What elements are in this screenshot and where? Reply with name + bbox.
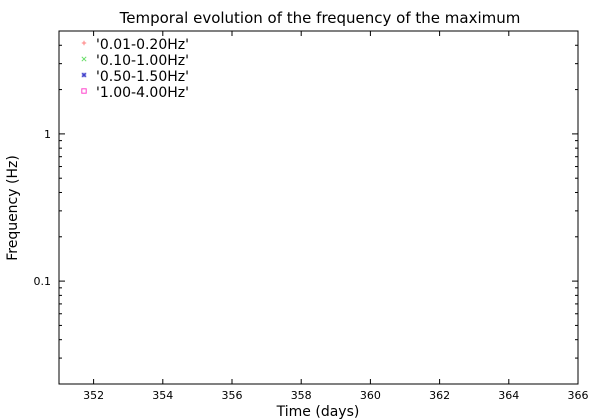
legend-label: '0.01-0.20Hz' bbox=[96, 37, 189, 53]
y-tick-label: 1 bbox=[44, 128, 51, 141]
x-tick-label: 356 bbox=[222, 389, 243, 402]
y-axis-ticks: 0.11 bbox=[34, 44, 578, 359]
x-tick-label: 358 bbox=[291, 389, 312, 402]
legend-marker-icon bbox=[81, 88, 87, 94]
plot-area-frame bbox=[58, 30, 579, 385]
x-axis-label: Time (days) bbox=[276, 404, 360, 420]
x-tick-label: 362 bbox=[429, 389, 450, 402]
x-tick-label: 352 bbox=[83, 389, 104, 402]
chart-title: Temporal evolution of the frequency of t… bbox=[119, 9, 521, 27]
legend-label: '0.10-1.00Hz' bbox=[96, 53, 189, 69]
y-axis-label: Frequency (Hz) bbox=[5, 155, 21, 261]
legend-marker-icon bbox=[81, 72, 87, 78]
y-tick-label: 0.1 bbox=[34, 275, 52, 288]
legend-marker-icon bbox=[81, 56, 87, 62]
x-tick-label: 354 bbox=[152, 389, 173, 402]
x-tick-label: 366 bbox=[568, 389, 589, 402]
legend-marker-icon bbox=[81, 40, 87, 46]
legend-label: '1.00-4.00Hz' bbox=[96, 85, 189, 101]
x-axis-ticks: 352 354 356 358 360 362 364 366 bbox=[83, 31, 589, 402]
x-tick-label: 360 bbox=[360, 389, 381, 402]
legend: '0.01-0.20Hz''0.10-1.00Hz''0.50-1.50Hz''… bbox=[81, 37, 189, 101]
x-tick-label: 364 bbox=[498, 389, 519, 402]
legend-label: '0.50-1.50Hz' bbox=[96, 69, 189, 85]
